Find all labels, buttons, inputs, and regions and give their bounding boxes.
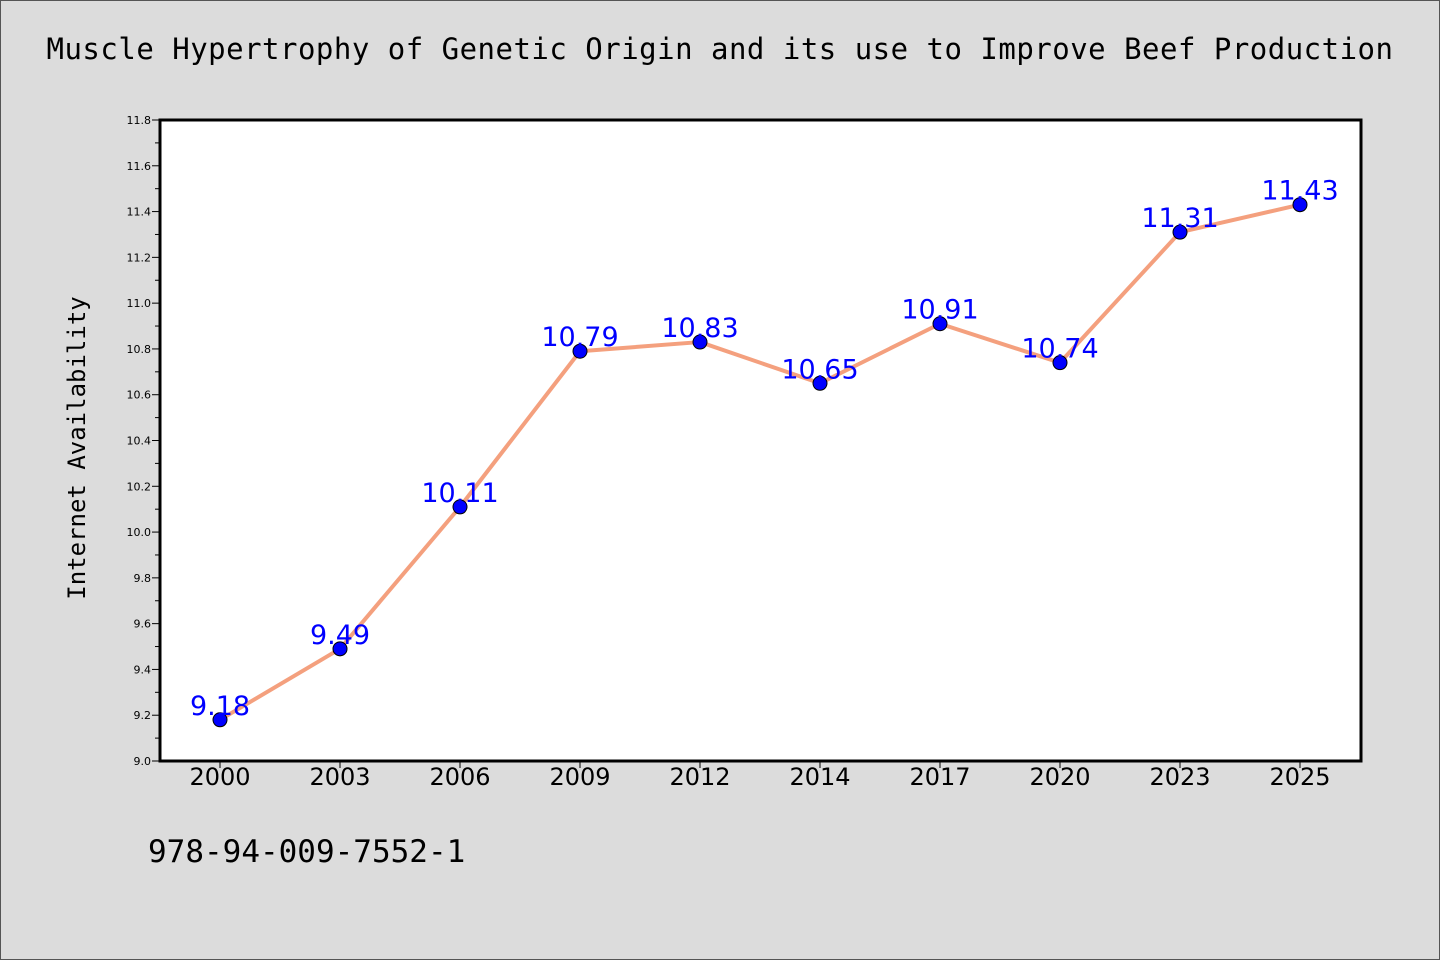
- data-labels: 9.18 9.49 10.11 10.79 10.83 10.65 10.91 10.74 11…: [190, 176, 1339, 722]
- isbn-text: 978-94-009-7552-1: [148, 834, 466, 870]
- y-axis: 9.0 9.2 9.4 9.6 9.8 10.0 10.2 10.4 10.6 10.8 11.0 1…: [127, 114, 160, 768]
- y-tick-label: 10.2: [127, 480, 152, 493]
- data-point: [692, 334, 708, 350]
- data-point: [1052, 355, 1068, 371]
- data-point: [452, 499, 468, 515]
- data-label: 11.31: [1141, 203, 1218, 234]
- data-point: [212, 712, 228, 728]
- data-point: [332, 641, 348, 657]
- x-tick-label: 2009: [549, 763, 610, 791]
- data-label: 9.49: [310, 620, 370, 651]
- x-tick-label: 2023: [1149, 763, 1210, 791]
- y-tick-label: 9.4: [134, 663, 152, 676]
- data-label: 10.83: [661, 313, 738, 344]
- y-tick-label: 10.0: [127, 526, 152, 539]
- x-tick-label: 2000: [189, 763, 250, 791]
- plot-area: [158, 118, 1363, 763]
- y-tick-label: 9.8: [134, 572, 152, 585]
- data-points: [212, 197, 1308, 728]
- y-tick-label: 9.0: [134, 755, 152, 768]
- data-label: 10.79: [541, 322, 618, 353]
- x-tick-label: 2025: [1269, 763, 1330, 791]
- x-tick-label: 2020: [1029, 763, 1090, 791]
- data-point: [1292, 197, 1308, 213]
- y-tick-label: 11.2: [127, 251, 152, 264]
- y-tick-label: 11.6: [127, 160, 152, 173]
- data-label: 10.11: [421, 478, 498, 509]
- data-label: 9.18: [190, 691, 250, 722]
- y-tick-label: 10.6: [127, 389, 152, 402]
- x-tick-label: 2006: [429, 763, 490, 791]
- series-line: [218, 202, 1302, 722]
- y-tick-label: 11.8: [127, 114, 152, 127]
- y-tick-label: 11.4: [127, 206, 152, 219]
- x-tick-label: 2014: [789, 763, 850, 791]
- y-tick-label: 9.6: [134, 618, 152, 631]
- data-label: 11.43: [1261, 176, 1338, 207]
- data-point: [932, 316, 948, 332]
- y-tick-label: 9.2: [134, 709, 152, 722]
- data-label: 10.91: [901, 295, 978, 326]
- x-tick-label: 2012: [669, 763, 730, 791]
- data-label: 10.74: [1021, 334, 1098, 365]
- x-tick-label: 2003: [309, 763, 370, 791]
- x-tick-label: 2017: [909, 763, 970, 791]
- data-label: 10.65: [781, 354, 858, 385]
- y-tick-label: 10.4: [127, 435, 152, 448]
- x-axis: 2000 2003 2006 2009 2012 2014 2017 2020 2023 2025: [189, 761, 1331, 791]
- y-tick-label: 11.0: [127, 297, 152, 310]
- data-point: [572, 343, 588, 359]
- data-point: [1172, 224, 1188, 240]
- data-point: [812, 375, 828, 391]
- y-axis-label: Internet Availability: [63, 296, 91, 599]
- chart-title: Muscle Hypertrophy of Genetic Origin and…: [46, 32, 1394, 66]
- y-tick-label: 10.8: [127, 343, 152, 356]
